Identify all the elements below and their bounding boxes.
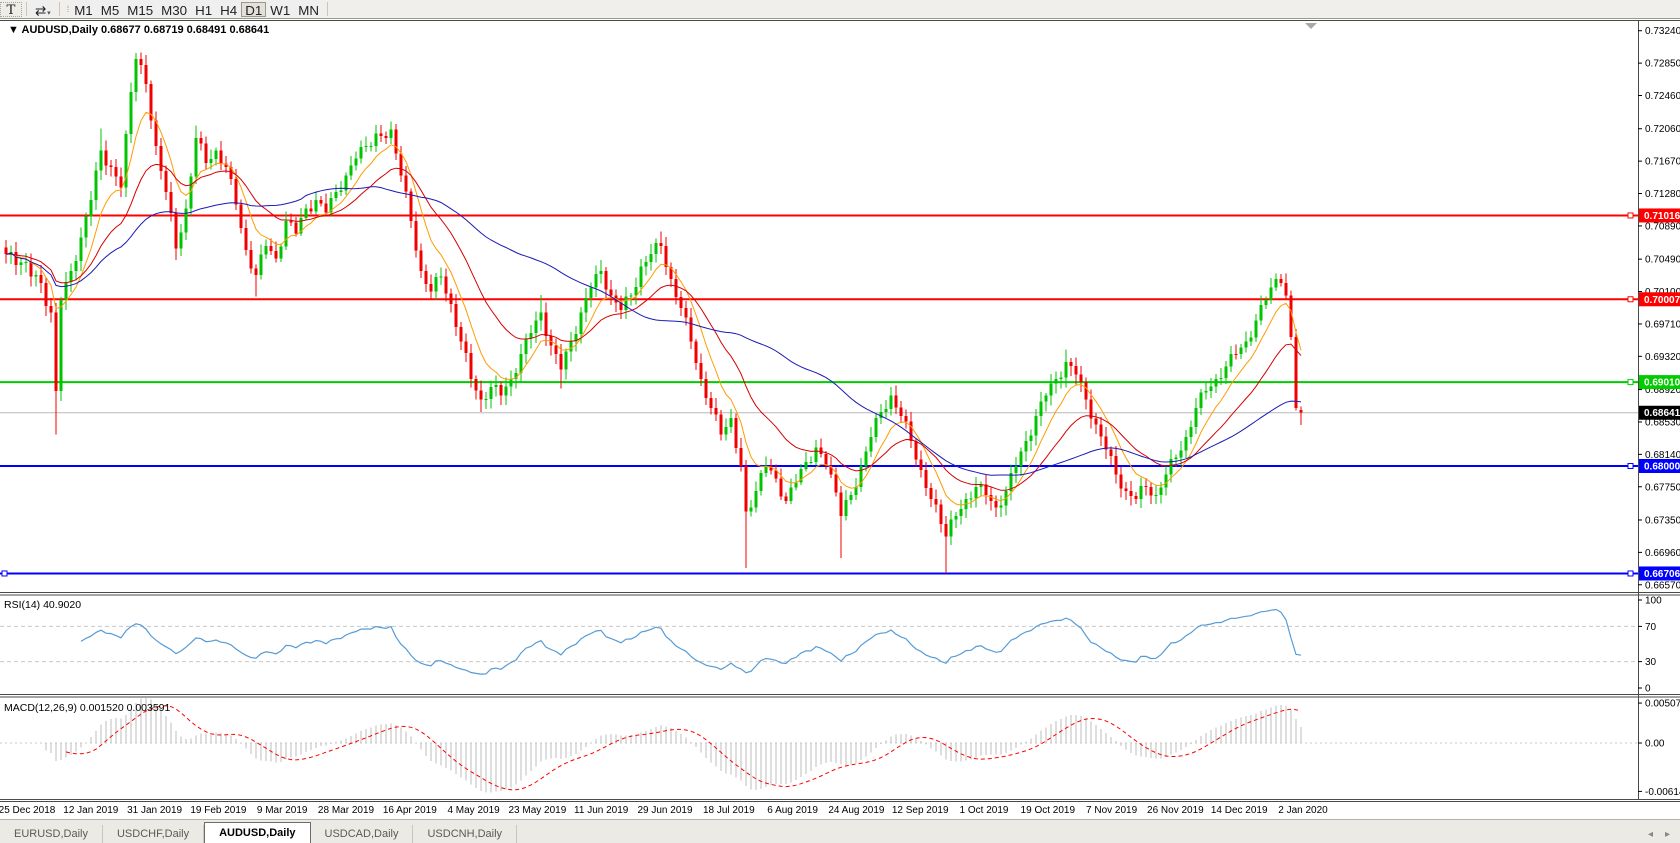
svg-text:0.67350: 0.67350 (1645, 515, 1680, 526)
svg-text:12 Jan 2019: 12 Jan 2019 (63, 805, 118, 816)
date-axis[interactable]: 25 Dec 2018 12 Jan 2019 31 Jan 2019 19 Feb … (0, 805, 1328, 816)
timeframe-w1-button[interactable]: W1 (266, 1, 295, 18)
macd-histogram (45, 698, 1302, 793)
tab-usdchf[interactable]: USDCHF,Daily (103, 825, 205, 843)
timeframe-m15-button[interactable]: M15 (123, 1, 158, 18)
svg-text:0.68530: 0.68530 (1645, 417, 1680, 428)
svg-text:0.68920: 0.68920 (1645, 385, 1680, 396)
svg-text:-0.006149: -0.006149 (1645, 787, 1680, 798)
tab-usdcad[interactable]: USDCAD,Daily (311, 825, 414, 843)
svg-text:0.68140: 0.68140 (1645, 450, 1680, 461)
svg-text:14 Dec 2019: 14 Dec 2019 (1211, 805, 1268, 816)
svg-text:0.005076: 0.005076 (1645, 699, 1680, 710)
svg-text:0.67750: 0.67750 (1645, 482, 1680, 493)
timeframe-m30-button[interactable]: M30 (157, 1, 192, 18)
svg-text:0.66570: 0.66570 (1645, 580, 1680, 591)
svg-text:25 Dec 2018: 25 Dec 2018 (0, 805, 56, 816)
timeframe-h4-button[interactable]: H4 (216, 1, 242, 18)
svg-text:0.71280: 0.71280 (1645, 189, 1680, 200)
svg-text:19 Feb 2019: 19 Feb 2019 (190, 805, 247, 816)
svg-text:24 Aug 2019: 24 Aug 2019 (828, 805, 885, 816)
svg-text:0.66706: 0.66706 (1644, 569, 1680, 580)
timeframe-m5-button[interactable]: M5 (96, 1, 124, 18)
cycle-arrows-button[interactable]: ⇄▾ (31, 1, 55, 18)
svg-text:0.69710: 0.69710 (1645, 319, 1680, 330)
svg-text:0.72460: 0.72460 (1645, 91, 1680, 102)
toolbar-separator (58, 2, 60, 16)
svg-text:0.66960: 0.66960 (1645, 548, 1680, 559)
price-axis[interactable]: 0.73240 0.72850 0.72460 0.72060 0.71670 0.712… (1638, 26, 1680, 798)
toolbar-separator (26, 2, 27, 16)
tab-usdcnh[interactable]: USDCNH,Daily (413, 825, 518, 843)
price-marker-label: 0.66706 (1639, 566, 1680, 581)
svg-text:19 Oct 2019: 19 Oct 2019 (1021, 805, 1076, 816)
svg-text:1 Oct 2019: 1 Oct 2019 (960, 805, 1009, 816)
svg-text:0: 0 (1645, 684, 1651, 695)
price-marker-label: 0.71016 (1639, 208, 1680, 223)
svg-text:7 Nov 2019: 7 Nov 2019 (1086, 805, 1138, 816)
moving-average-21 (5, 163, 1302, 491)
svg-text:11 Jun 2019: 11 Jun 2019 (574, 805, 629, 816)
svg-text:0.69010: 0.69010 (1644, 378, 1680, 389)
svg-text:26 Nov 2019: 26 Nov 2019 (1147, 805, 1204, 816)
svg-text:0.70007: 0.70007 (1644, 295, 1680, 306)
moving-average-8 (5, 111, 1302, 506)
svg-text:0.70890: 0.70890 (1645, 221, 1680, 232)
svg-text:6 Aug 2019: 6 Aug 2019 (767, 805, 818, 816)
macd-signal-line (65, 705, 1302, 791)
toolbar-separator (326, 2, 328, 16)
svg-text:0.71016: 0.71016 (1644, 211, 1680, 222)
moving-average-50 (5, 186, 1302, 476)
svg-text:18 Jul 2019: 18 Jul 2019 (703, 805, 755, 816)
svg-text:4 May 2019: 4 May 2019 (447, 805, 500, 816)
chart-tab-bar: EURUSD,Daily USDCHF,Daily AUDUSD,Daily U… (0, 819, 1680, 843)
cycle-arrows-icon: ⇄ (35, 2, 47, 18)
tab-eurusd[interactable]: EURUSD,Daily (0, 825, 103, 843)
svg-text:0.72060: 0.72060 (1645, 124, 1680, 135)
svg-text:0.70490: 0.70490 (1645, 255, 1680, 266)
svg-text:2 Jan 2020: 2 Jan 2020 (1278, 805, 1328, 816)
price-marker-label: 0.70007 (1639, 292, 1680, 307)
svg-text:16 Apr 2019: 16 Apr 2019 (383, 805, 437, 816)
price-marker-label: 0.69010 (1639, 375, 1680, 390)
macd-label: MACD(12,26,9) 0.001520 0.003591 (4, 702, 171, 714)
svg-text:0.69320: 0.69320 (1645, 352, 1680, 363)
chart-title[interactable]: ▼ AUDUSD,Daily 0.68677 0.68719 0.68491 0… (8, 24, 269, 36)
shift-end-marker-icon[interactable] (1305, 23, 1317, 29)
svg-text:0.68641: 0.68641 (1644, 408, 1680, 419)
svg-text:12 Sep 2019: 12 Sep 2019 (892, 805, 949, 816)
tab-audusd[interactable]: AUDUSD,Daily (204, 822, 311, 843)
timeframe-d1-button[interactable]: D1 (241, 1, 267, 18)
tab-scroll-controls: ◂ ▸ (1648, 829, 1670, 840)
rsi-label: RSI(14) 40.9020 (4, 599, 81, 611)
svg-text:9 Mar 2019: 9 Mar 2019 (257, 805, 308, 816)
svg-text:0.73240: 0.73240 (1645, 26, 1680, 37)
svg-text:28 Mar 2019: 28 Mar 2019 (318, 805, 375, 816)
svg-text:29 Jun 2019: 29 Jun 2019 (637, 805, 692, 816)
svg-text:0.68000: 0.68000 (1644, 461, 1680, 472)
svg-text:0.72850: 0.72850 (1645, 59, 1680, 70)
timeframe-mn-button[interactable]: MN (294, 1, 323, 18)
toolbar-grip[interactable]: ⁞ (66, 4, 69, 14)
rsi-line (80, 608, 1302, 675)
tab-scroll-right-icon[interactable]: ▸ (1664, 829, 1670, 840)
svg-text:30: 30 (1645, 657, 1657, 668)
timeframe-h1-button[interactable]: H1 (191, 1, 217, 18)
svg-text:100: 100 (1645, 596, 1662, 607)
toolbar: T ⇄▾ ⁞ M1 M5 M15 M30 H1 H4 D1 W1 MN (0, 0, 1680, 19)
price-marker-label: 0.68000 (1639, 458, 1680, 473)
price-marker-label: 0.68641 (1639, 405, 1680, 420)
svg-text:70: 70 (1645, 622, 1657, 633)
svg-text:31 Jan 2019: 31 Jan 2019 (127, 805, 182, 816)
tab-scroll-left-icon[interactable]: ◂ (1647, 829, 1653, 840)
chart-canvas[interactable]: 0.73240 0.72850 0.72460 0.72060 0.71670 0.712… (0, 18, 1680, 819)
svg-text:0.71670: 0.71670 (1645, 157, 1680, 168)
svg-text:23 May 2019: 23 May 2019 (508, 805, 566, 816)
timeframe-m1-button[interactable]: M1 (70, 1, 97, 18)
svg-text:0.00: 0.00 (1645, 739, 1665, 750)
text-tool-button[interactable]: T (0, 1, 22, 18)
dropdown-caret-icon: ▾ (47, 9, 51, 17)
